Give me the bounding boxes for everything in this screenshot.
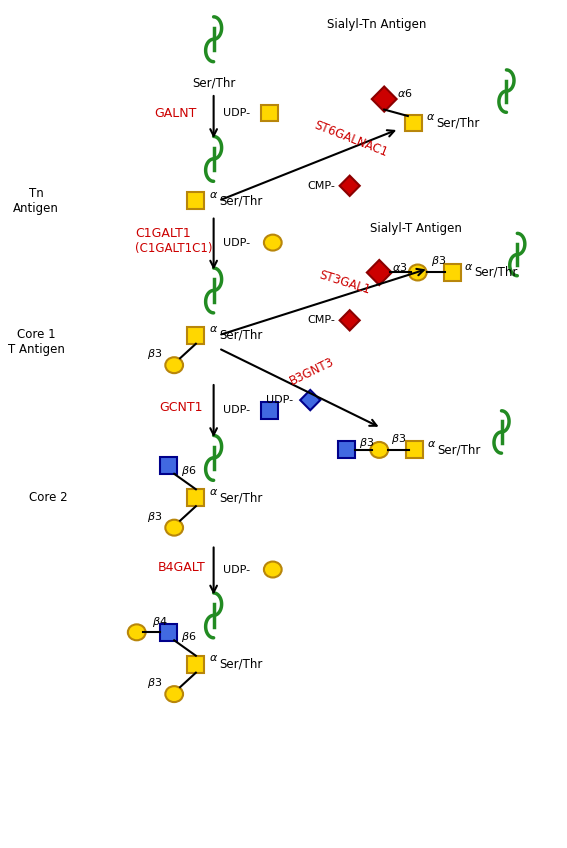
Text: UDP-: UDP- bbox=[223, 405, 251, 415]
Text: GALNT: GALNT bbox=[154, 107, 197, 120]
Text: Ser/Thr: Ser/Thr bbox=[437, 116, 480, 130]
Bar bbox=[160, 624, 177, 641]
Bar bbox=[261, 402, 278, 419]
Text: $\beta$4: $\beta$4 bbox=[153, 616, 168, 629]
Text: Ser/Thr: Ser/Thr bbox=[474, 266, 517, 279]
Text: $\alpha$: $\alpha$ bbox=[426, 112, 435, 122]
Text: Ser/Thr: Ser/Thr bbox=[192, 76, 235, 89]
Text: $\alpha$: $\alpha$ bbox=[209, 653, 218, 663]
Text: UDP-: UDP- bbox=[266, 395, 293, 405]
Bar bbox=[444, 264, 460, 281]
Polygon shape bbox=[300, 390, 320, 410]
Ellipse shape bbox=[264, 561, 282, 577]
Text: $\beta$3: $\beta$3 bbox=[358, 436, 374, 450]
Ellipse shape bbox=[166, 686, 183, 702]
Text: $\alpha$: $\alpha$ bbox=[209, 190, 218, 200]
Text: $\beta$3: $\beta$3 bbox=[430, 254, 446, 267]
Ellipse shape bbox=[128, 624, 146, 640]
Ellipse shape bbox=[166, 520, 183, 536]
Polygon shape bbox=[340, 176, 359, 196]
Text: Ser/Thr: Ser/Thr bbox=[219, 658, 263, 671]
Text: $\beta$6: $\beta$6 bbox=[181, 630, 197, 644]
Text: $\beta$6: $\beta$6 bbox=[181, 464, 197, 477]
Text: C1GALT1: C1GALT1 bbox=[135, 227, 191, 240]
Bar bbox=[261, 104, 278, 121]
Polygon shape bbox=[340, 310, 359, 331]
Text: B3GNT3: B3GNT3 bbox=[287, 355, 336, 388]
Ellipse shape bbox=[166, 357, 183, 373]
Text: CMP-: CMP- bbox=[307, 181, 335, 191]
Text: $\alpha$6: $\alpha$6 bbox=[397, 87, 413, 99]
Text: CMP-: CMP- bbox=[307, 315, 335, 326]
Polygon shape bbox=[367, 260, 392, 285]
Text: GCNT1: GCNT1 bbox=[159, 400, 203, 414]
Bar bbox=[407, 442, 423, 459]
Text: Tn
Antigen: Tn Antigen bbox=[13, 187, 59, 215]
Text: Ser/Thr: Ser/Thr bbox=[437, 444, 481, 456]
Ellipse shape bbox=[409, 265, 426, 281]
Bar bbox=[188, 326, 204, 343]
Bar bbox=[188, 489, 204, 506]
Text: $\beta$3: $\beta$3 bbox=[147, 510, 162, 524]
Text: Core 2: Core 2 bbox=[29, 491, 67, 505]
Bar bbox=[338, 442, 355, 459]
Ellipse shape bbox=[370, 442, 388, 458]
Polygon shape bbox=[372, 86, 397, 112]
Bar bbox=[160, 457, 177, 474]
Text: $\alpha$: $\alpha$ bbox=[209, 487, 218, 497]
Bar bbox=[405, 114, 422, 131]
Text: $\beta$3: $\beta$3 bbox=[391, 432, 407, 446]
Text: Ser/Thr: Ser/Thr bbox=[219, 194, 263, 207]
Text: B4GALT: B4GALT bbox=[158, 561, 205, 574]
Ellipse shape bbox=[264, 235, 282, 250]
Text: Ser/Thr: Ser/Thr bbox=[219, 329, 263, 342]
Text: $\alpha$: $\alpha$ bbox=[464, 261, 473, 271]
Text: UDP-: UDP- bbox=[223, 565, 251, 575]
Text: UDP-: UDP- bbox=[223, 108, 251, 118]
Text: $\alpha$: $\alpha$ bbox=[209, 324, 218, 334]
Text: Ser/Thr: Ser/Thr bbox=[219, 491, 263, 505]
Text: $\beta$3: $\beta$3 bbox=[147, 676, 162, 690]
Bar bbox=[188, 656, 204, 672]
Text: Sialyl-T Antigen: Sialyl-T Antigen bbox=[370, 222, 462, 235]
Text: ST3GAL1: ST3GAL1 bbox=[317, 268, 372, 297]
Text: UDP-: UDP- bbox=[223, 237, 251, 248]
Text: $\alpha$: $\alpha$ bbox=[426, 439, 436, 449]
Text: (C1GALT1C1): (C1GALT1C1) bbox=[135, 242, 212, 255]
Text: Core 1
T Antigen: Core 1 T Antigen bbox=[8, 328, 65, 356]
Text: ST6GALNAC1: ST6GALNAC1 bbox=[312, 118, 390, 159]
Text: Sialyl-Tn Antigen: Sialyl-Tn Antigen bbox=[327, 18, 426, 31]
Bar bbox=[188, 192, 204, 209]
Text: $\alpha$3: $\alpha$3 bbox=[392, 260, 408, 272]
Text: $\beta$3: $\beta$3 bbox=[147, 347, 162, 361]
